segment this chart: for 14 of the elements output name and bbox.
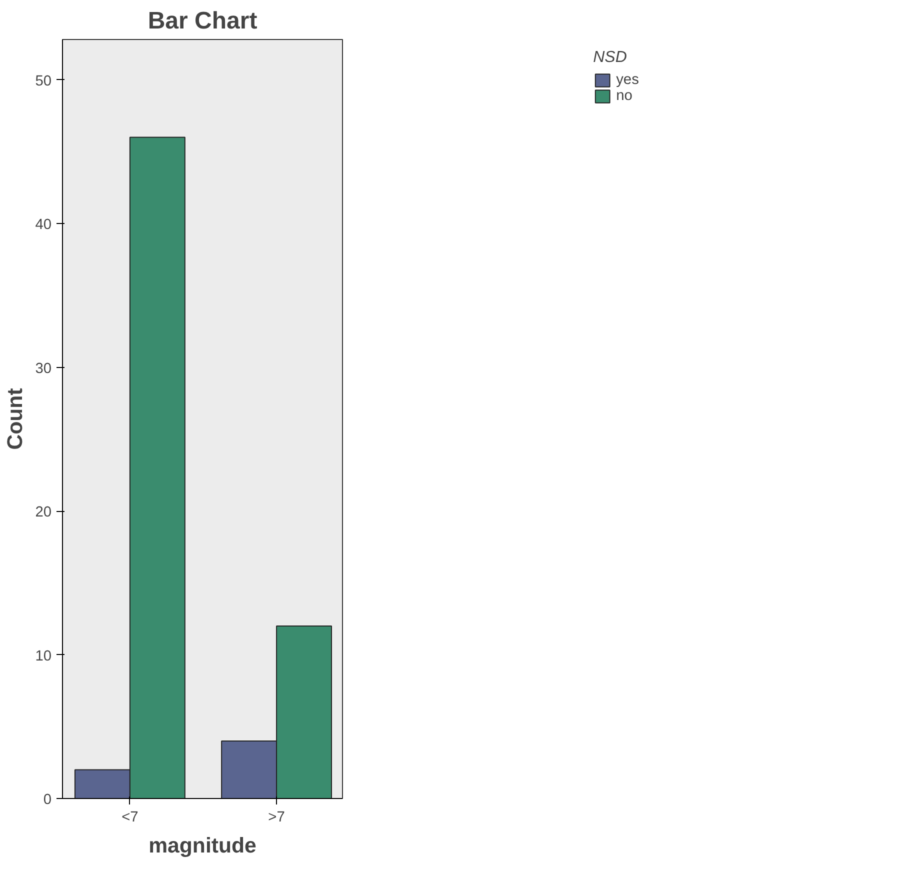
y-tick-label: 50 bbox=[35, 73, 52, 90]
y-tick-label: 30 bbox=[35, 360, 52, 377]
x-axis-title: magnitude bbox=[148, 834, 257, 858]
y-tick-label: 10 bbox=[35, 648, 52, 664]
y-tick-label: 40 bbox=[35, 217, 52, 233]
y-tick-label: 0 bbox=[43, 792, 52, 808]
x-tick-label: >7 bbox=[268, 810, 285, 826]
legend-label: no bbox=[616, 88, 634, 104]
chart-title: Bar Chart bbox=[148, 8, 258, 34]
y-tick-label: 20 bbox=[35, 504, 52, 520]
x-tick-label: <7 bbox=[122, 810, 138, 826]
legend-label: yes bbox=[616, 72, 639, 88]
legend-title: NSD bbox=[593, 49, 628, 67]
y-axis-title: Count bbox=[3, 388, 28, 450]
